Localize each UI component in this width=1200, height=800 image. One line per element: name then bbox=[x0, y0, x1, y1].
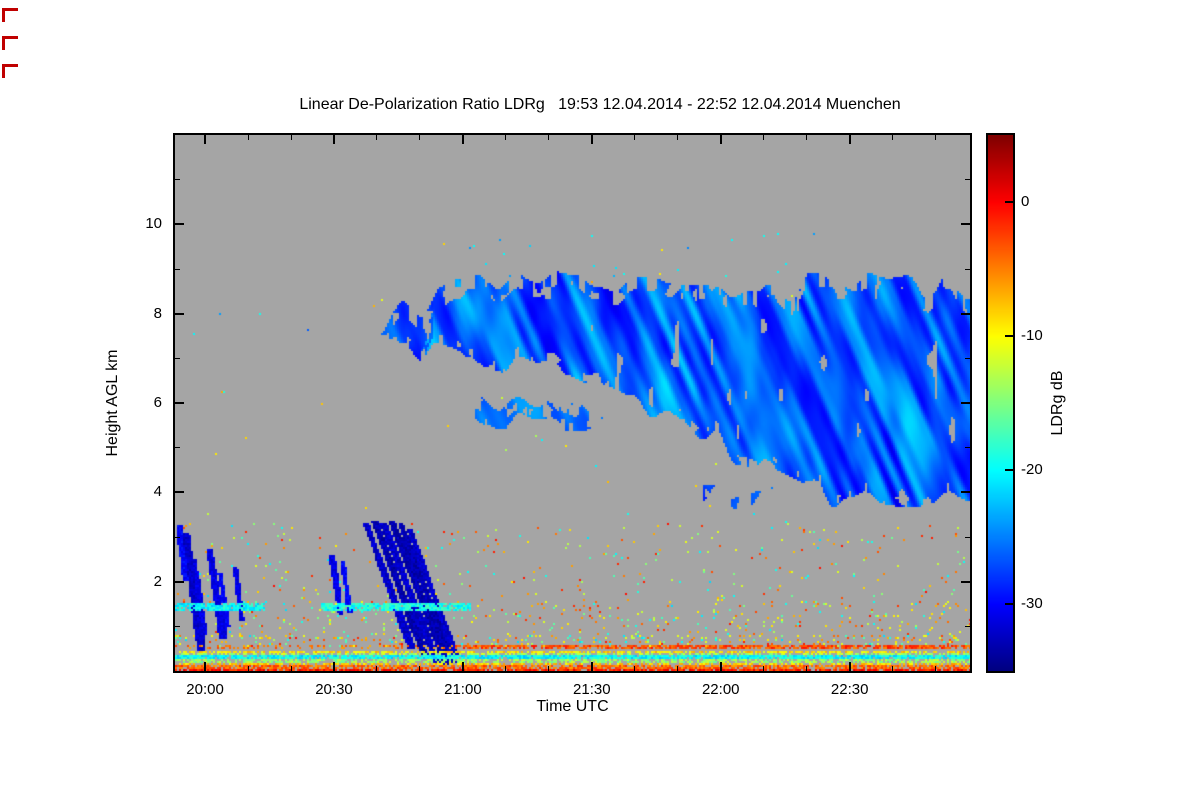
x-minor-tick bbox=[634, 666, 636, 671]
y-tick-label: 8 bbox=[153, 304, 162, 322]
x-minor-tick bbox=[935, 666, 937, 671]
y-minor-tick bbox=[175, 536, 180, 538]
x-minor-tick bbox=[892, 666, 894, 671]
heatmap-canvas bbox=[175, 135, 970, 671]
y-major-tick-right bbox=[961, 491, 970, 494]
x-major-tick bbox=[333, 662, 335, 671]
x-minor-tick bbox=[763, 666, 765, 671]
y-major-tick bbox=[175, 402, 184, 404]
y-major-tick bbox=[175, 580, 184, 583]
y-major-tick-right bbox=[961, 223, 970, 226]
x-major-tick bbox=[204, 662, 207, 671]
colorbar-tick-label: -10 bbox=[1021, 327, 1043, 344]
y-minor-tick bbox=[175, 447, 180, 449]
x-major-tick bbox=[461, 662, 464, 671]
colorbar-tick bbox=[1005, 201, 1013, 203]
y-major-tick bbox=[175, 491, 184, 494]
y-major-tick-right bbox=[961, 580, 970, 583]
colorbar-tick bbox=[1005, 603, 1013, 605]
y-minor-tick-right bbox=[965, 447, 970, 449]
x-minor-tick bbox=[548, 666, 550, 671]
x-minor-tick bbox=[247, 666, 249, 671]
x-minor-tick bbox=[290, 666, 292, 671]
y-tick-label: 4 bbox=[153, 483, 162, 501]
x-minor-tick bbox=[419, 666, 421, 671]
y-tick-label: 10 bbox=[145, 215, 162, 233]
x-tick-label: 22:30 bbox=[830, 681, 869, 698]
chart-title: Linear De-Polarization Ratio LDRg 19:53 … bbox=[299, 96, 901, 113]
y-minor-tick-right bbox=[965, 179, 970, 181]
x-minor-tick bbox=[505, 666, 507, 671]
x-minor-tick-top bbox=[763, 135, 765, 140]
x-tick-label: 20:30 bbox=[315, 681, 353, 698]
x-minor-tick-top bbox=[892, 135, 894, 140]
x-axis-label: Time UTC bbox=[536, 698, 609, 715]
y-minor-tick-right bbox=[965, 625, 970, 627]
x-minor-tick-top bbox=[935, 135, 937, 140]
corner-artifact-mark bbox=[2, 8, 18, 22]
colorbar-tick bbox=[1005, 469, 1013, 471]
y-major-tick-right bbox=[961, 402, 970, 404]
y-major-tick bbox=[175, 223, 184, 226]
plot-area bbox=[173, 133, 972, 673]
x-tick-label: 21:00 bbox=[444, 681, 482, 698]
x-major-tick-top bbox=[719, 135, 722, 144]
x-major-tick bbox=[719, 662, 722, 671]
corner-artifact-mark bbox=[2, 36, 18, 50]
x-minor-tick-top bbox=[806, 135, 808, 140]
colorbar-tick bbox=[1005, 335, 1013, 337]
x-major-tick-top bbox=[590, 135, 593, 144]
colorbar-tick-label: 0 bbox=[1021, 193, 1030, 210]
x-minor-tick-top bbox=[634, 135, 636, 140]
x-minor-tick-top bbox=[376, 135, 378, 140]
x-minor-tick-top bbox=[677, 135, 679, 140]
x-minor-tick bbox=[376, 666, 378, 671]
x-minor-tick-top bbox=[548, 135, 550, 140]
y-minor-tick bbox=[175, 179, 180, 181]
x-tick-label: 20:00 bbox=[186, 681, 224, 698]
x-minor-tick-top bbox=[247, 135, 249, 140]
y-minor-tick bbox=[175, 625, 180, 627]
x-major-tick-top bbox=[333, 135, 335, 144]
y-major-tick-right bbox=[961, 312, 970, 315]
x-minor-tick-top bbox=[419, 135, 421, 140]
x-minor-tick-top bbox=[505, 135, 507, 140]
colorbar bbox=[986, 133, 1015, 673]
colorbar-label: LDRg dB bbox=[1049, 370, 1066, 436]
x-major-tick bbox=[848, 662, 851, 671]
x-minor-tick bbox=[806, 666, 808, 671]
y-minor-tick-right bbox=[965, 357, 970, 359]
x-major-tick bbox=[590, 662, 593, 671]
colorbar-canvas bbox=[988, 135, 1013, 671]
colorbar-tick-label: -30 bbox=[1021, 595, 1043, 612]
x-minor-tick bbox=[677, 666, 679, 671]
x-major-tick-top bbox=[848, 135, 851, 144]
y-minor-tick bbox=[175, 357, 180, 359]
y-minor-tick bbox=[175, 268, 180, 270]
y-minor-tick-right bbox=[965, 536, 970, 538]
x-tick-label: 22:00 bbox=[701, 681, 740, 698]
y-major-tick bbox=[175, 312, 184, 315]
y-tick-label: 2 bbox=[153, 572, 162, 590]
x-major-tick-top bbox=[204, 135, 207, 144]
y-tick-label: 6 bbox=[153, 394, 162, 411]
x-tick-label: 21:30 bbox=[573, 681, 611, 698]
y-minor-tick-right bbox=[965, 268, 970, 270]
corner-artifact-mark bbox=[2, 64, 18, 78]
x-major-tick-top bbox=[461, 135, 464, 144]
colorbar-tick-label: -20 bbox=[1021, 461, 1043, 478]
x-minor-tick-top bbox=[290, 135, 292, 140]
